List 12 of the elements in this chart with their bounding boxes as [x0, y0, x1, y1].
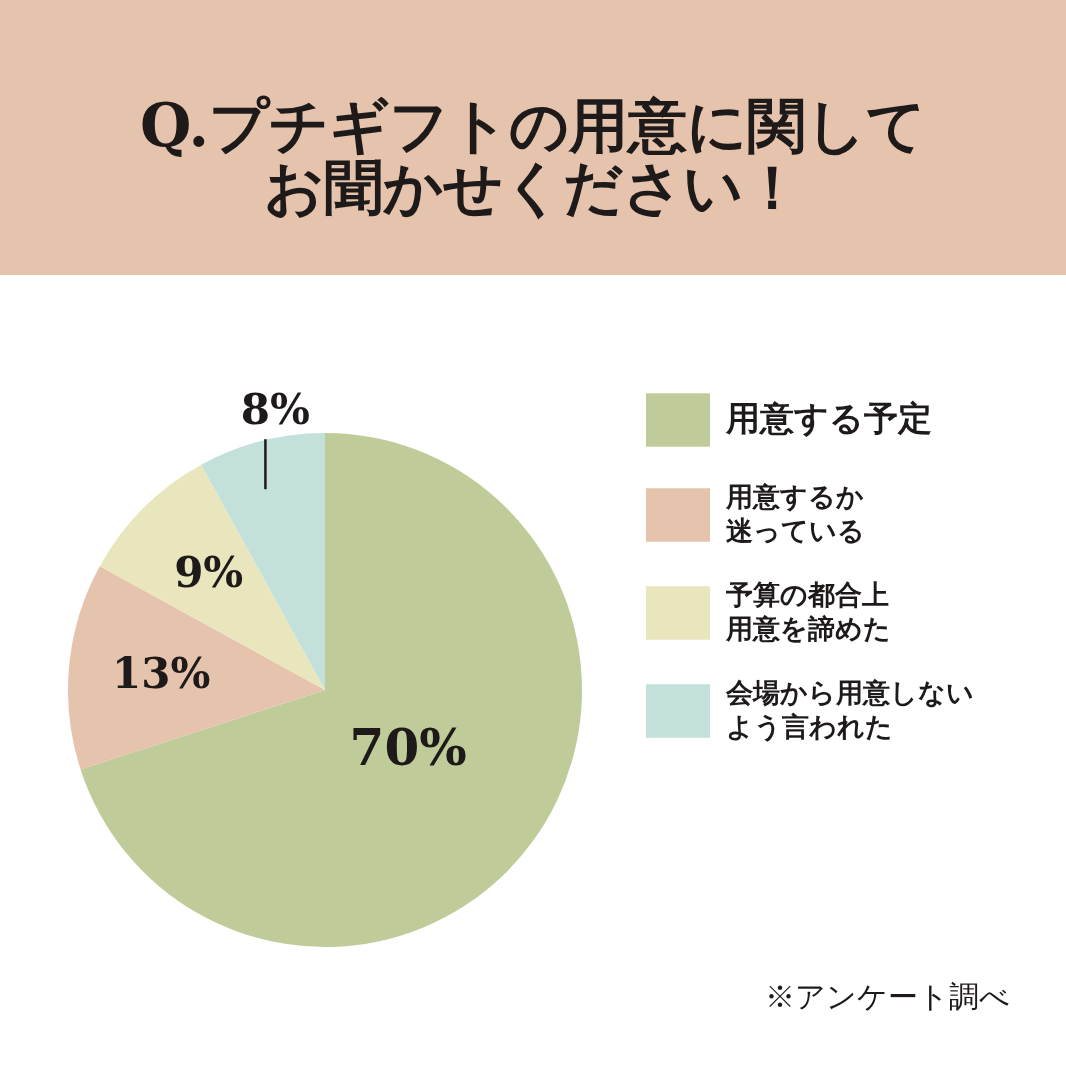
legend-label: 予算の都合上用意を諦めた [725, 579, 891, 644]
legend-label: 用意するか迷っている [725, 481, 865, 546]
data-label: 8% [240, 385, 310, 435]
data-label: 70% [349, 718, 467, 778]
text: ※アンケート調べ [765, 979, 1010, 1014]
data-label: 9% [174, 547, 244, 597]
legend-label: 用意する予定 [725, 398, 932, 438]
data-label: 13% [112, 648, 211, 698]
pie-slice [99, 464, 325, 690]
pie-slice [80, 433, 582, 947]
chart-title: Q.プチギフトの用意に関してお聞かせください！ [140, 91, 926, 222]
legend-label: 会場から用意しないよう言われた [725, 677, 974, 742]
